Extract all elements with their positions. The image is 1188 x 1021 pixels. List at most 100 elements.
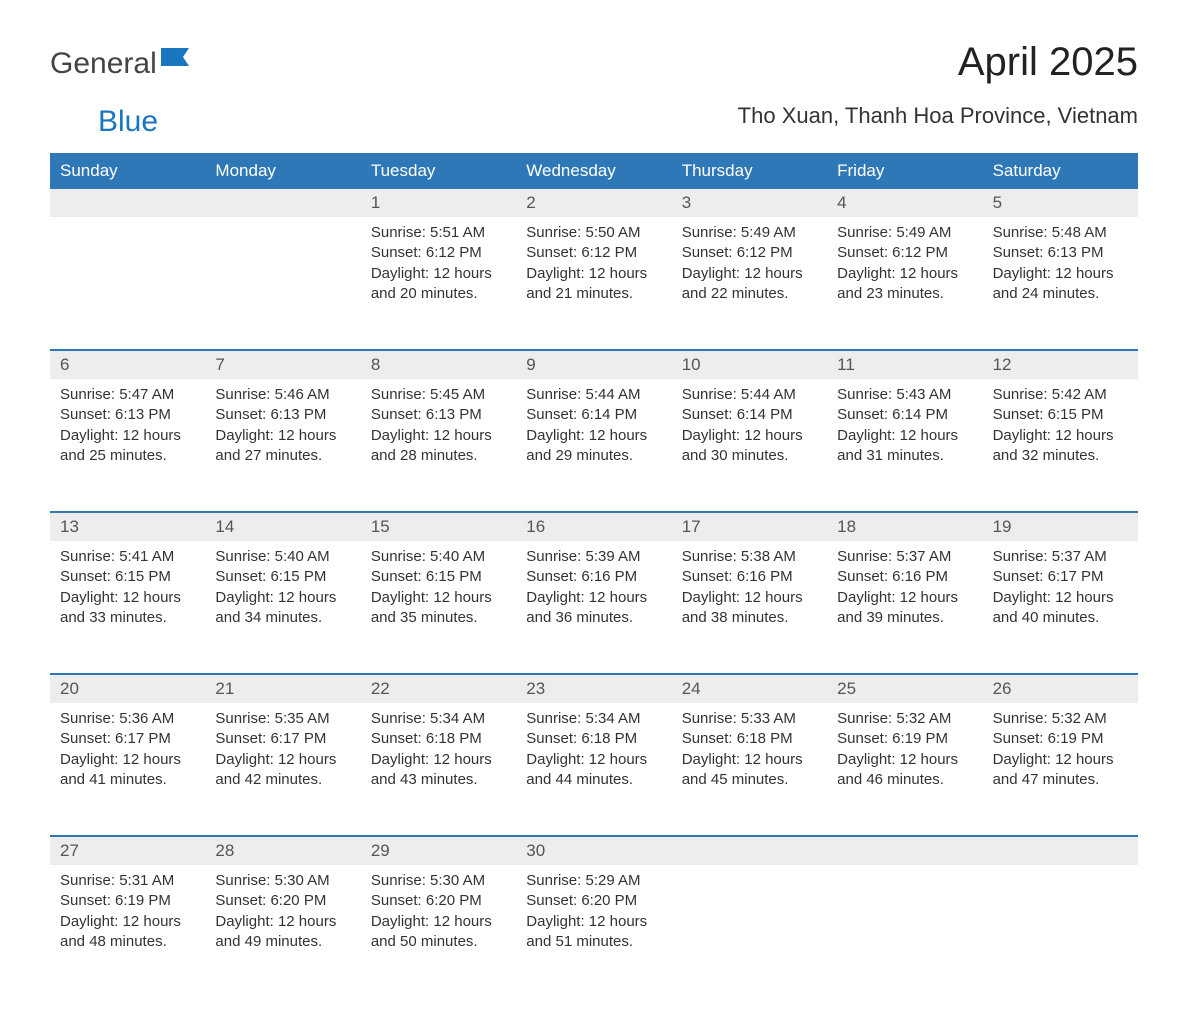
daylight-text: Daylight: 12 hours	[60, 750, 195, 770]
day-cell: Sunrise: 5:29 AMSunset: 6:20 PMDaylight:…	[516, 865, 671, 981]
sunset-text: Sunset: 6:19 PM	[60, 891, 195, 911]
brand-name-part1: General	[50, 47, 157, 81]
daylight-text: Daylight: 12 hours	[682, 264, 817, 284]
title-block: April 2025 Tho Xuan, Thanh Hoa Province,…	[738, 40, 1138, 129]
day-number	[205, 189, 360, 217]
day-cell: Sunrise: 5:41 AMSunset: 6:15 PMDaylight:…	[50, 541, 205, 657]
daylight-text: and 35 minutes.	[371, 608, 506, 628]
sunset-text: Sunset: 6:20 PM	[371, 891, 506, 911]
daylight-text: and 22 minutes.	[682, 284, 817, 304]
weekday-header: Monday	[205, 153, 360, 189]
day-number: 5	[983, 189, 1138, 217]
day-cell: Sunrise: 5:37 AMSunset: 6:16 PMDaylight:…	[827, 541, 982, 657]
day-number: 23	[516, 675, 671, 703]
sunset-text: Sunset: 6:14 PM	[526, 405, 661, 425]
weekday-header: Saturday	[983, 153, 1138, 189]
flag-icon	[161, 40, 189, 74]
weekday-header: Sunday	[50, 153, 205, 189]
day-number: 14	[205, 513, 360, 541]
day-number: 22	[361, 675, 516, 703]
day-cell: Sunrise: 5:40 AMSunset: 6:15 PMDaylight:…	[205, 541, 360, 657]
daylight-text: and 51 minutes.	[526, 932, 661, 952]
sunset-text: Sunset: 6:13 PM	[993, 243, 1128, 263]
daylight-text: Daylight: 12 hours	[371, 588, 506, 608]
day-cell: Sunrise: 5:43 AMSunset: 6:14 PMDaylight:…	[827, 379, 982, 495]
sunrise-text: Sunrise: 5:49 AM	[682, 223, 817, 243]
day-cell: Sunrise: 5:32 AMSunset: 6:19 PMDaylight:…	[827, 703, 982, 819]
day-number: 18	[827, 513, 982, 541]
sunrise-text: Sunrise: 5:40 AM	[371, 547, 506, 567]
sunrise-text: Sunrise: 5:34 AM	[526, 709, 661, 729]
day-number: 17	[672, 513, 827, 541]
day-number-row: 20212223242526	[50, 675, 1138, 703]
day-number-row: 13141516171819	[50, 513, 1138, 541]
sunset-text: Sunset: 6:13 PM	[215, 405, 350, 425]
day-number: 28	[205, 837, 360, 865]
day-cell: Sunrise: 5:30 AMSunset: 6:20 PMDaylight:…	[205, 865, 360, 981]
daylight-text: Daylight: 12 hours	[60, 912, 195, 932]
location-subtitle: Tho Xuan, Thanh Hoa Province, Vietnam	[738, 103, 1138, 129]
sunrise-text: Sunrise: 5:37 AM	[993, 547, 1128, 567]
daylight-text: Daylight: 12 hours	[60, 588, 195, 608]
sunrise-text: Sunrise: 5:43 AM	[837, 385, 972, 405]
day-cell: Sunrise: 5:42 AMSunset: 6:15 PMDaylight:…	[983, 379, 1138, 495]
sunrise-text: Sunrise: 5:36 AM	[60, 709, 195, 729]
weeks-container: 12345 Sunrise: 5:51 AM Sunset: 6:12 PM Dayl…	[50, 189, 1138, 981]
calendar: Sunday Monday Tuesday Wednesday Thursday…	[50, 153, 1138, 981]
day-cell: Sunrise: 5:39 AMSunset: 6:16 PMDaylight:…	[516, 541, 671, 657]
daylight-text: and 21 minutes.	[526, 284, 661, 304]
calendar-week: 6789101112Sunrise: 5:47 AMSunset: 6:13 P…	[50, 349, 1138, 495]
day-cell: Sunrise: 5:36 AMSunset: 6:17 PMDaylight:…	[50, 703, 205, 819]
sunrise-text: Sunrise: 5:37 AM	[837, 547, 972, 567]
sunset-text: Sunset: 6:17 PM	[993, 567, 1128, 587]
daylight-text: and 40 minutes.	[993, 608, 1128, 628]
day-cell: Sunrise: 5:34 AMSunset: 6:18 PMDaylight:…	[361, 703, 516, 819]
daylight-text: Daylight: 12 hours	[837, 750, 972, 770]
daylight-text: and 24 minutes.	[993, 284, 1128, 304]
day-cell: Sunrise: 5:44 AMSunset: 6:14 PMDaylight:…	[516, 379, 671, 495]
daylight-text: Daylight: 12 hours	[837, 588, 972, 608]
daylight-text: and 30 minutes.	[682, 446, 817, 466]
sunset-text: Sunset: 6:12 PM	[837, 243, 972, 263]
daylight-text: Daylight: 12 hours	[682, 588, 817, 608]
day-cell: Sunrise: 5:48 AMSunset: 6:13 PMDaylight:…	[983, 217, 1138, 333]
day-cell: Sunrise: 5:40 AMSunset: 6:15 PMDaylight:…	[361, 541, 516, 657]
daylight-text: and 28 minutes.	[371, 446, 506, 466]
sunset-text: Sunset: 6:13 PM	[60, 405, 195, 425]
sunrise-text: Sunrise: 5:31 AM	[60, 871, 195, 891]
sunrise-text: Sunrise: 5:40 AM	[215, 547, 350, 567]
day-cell: Sunrise: 5:38 AMSunset: 6:16 PMDaylight:…	[672, 541, 827, 657]
daylight-text: Daylight: 12 hours	[526, 588, 661, 608]
daylight-text: and 23 minutes.	[837, 284, 972, 304]
sunrise-text: Sunrise: 5:39 AM	[526, 547, 661, 567]
day-cell: Sunrise: 5:31 AMSunset: 6:19 PMDaylight:…	[50, 865, 205, 981]
daylight-text: and 29 minutes.	[526, 446, 661, 466]
day-cell: Sunrise: 5:35 AMSunset: 6:17 PMDaylight:…	[205, 703, 360, 819]
sunset-text: Sunset: 6:14 PM	[682, 405, 817, 425]
sunrise-text: Sunrise: 5:45 AM	[371, 385, 506, 405]
day-number: 12	[983, 351, 1138, 379]
daylight-text: Daylight: 12 hours	[215, 912, 350, 932]
day-number-row: 12345	[50, 189, 1138, 217]
sunrise-text: Sunrise: 5:51 AM	[371, 223, 506, 243]
daylight-text: and 45 minutes.	[682, 770, 817, 790]
daylight-text: and 44 minutes.	[526, 770, 661, 790]
sunrise-text: Sunrise: 5:38 AM	[682, 547, 817, 567]
sunset-text: Sunset: 6:19 PM	[993, 729, 1128, 749]
daylight-text: Daylight: 12 hours	[682, 426, 817, 446]
sunset-text: Sunset: 6:20 PM	[215, 891, 350, 911]
daylight-text: Daylight: 12 hours	[837, 426, 972, 446]
day-cell: Sunrise: 5:47 AMSunset: 6:13 PMDaylight:…	[50, 379, 205, 495]
day-number	[983, 837, 1138, 865]
sunrise-text: Sunrise: 5:47 AM	[60, 385, 195, 405]
daylight-text: and 38 minutes.	[682, 608, 817, 628]
day-cell: Sunrise: 5:45 AMSunset: 6:13 PMDaylight:…	[361, 379, 516, 495]
daylight-text: Daylight: 12 hours	[993, 588, 1128, 608]
weekday-header: Friday	[827, 153, 982, 189]
daylight-text: and 20 minutes.	[371, 284, 506, 304]
day-number: 13	[50, 513, 205, 541]
day-cell: Sunrise: 5:50 AMSunset: 6:12 PMDaylight:…	[516, 217, 671, 333]
sunset-text: Sunset: 6:12 PM	[526, 243, 661, 263]
day-number: 24	[672, 675, 827, 703]
daylight-text: and 48 minutes.	[60, 932, 195, 952]
